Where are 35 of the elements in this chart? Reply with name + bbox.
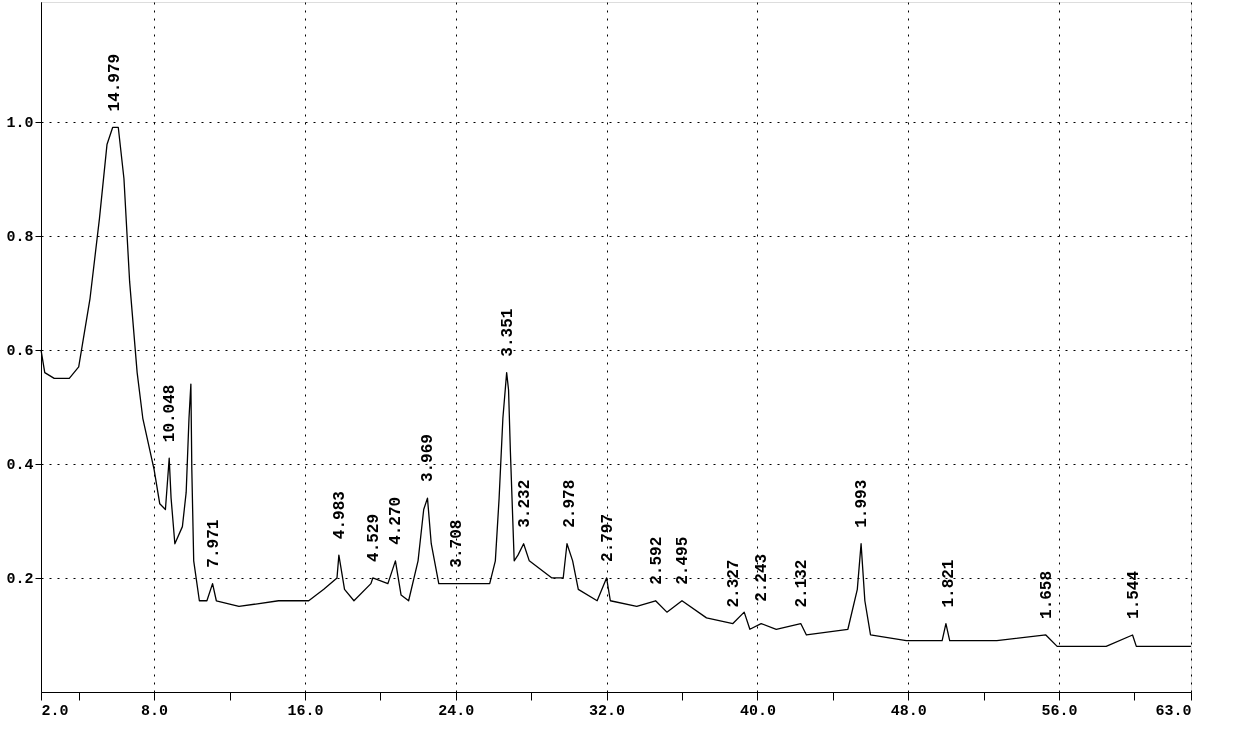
annotation: 7.971: [204, 519, 223, 568]
annotation: 10.048: [161, 384, 180, 443]
annotation: 4.983: [330, 491, 349, 540]
y-tick-label: 1.0: [6, 115, 34, 133]
annotation: 2.978: [560, 479, 579, 528]
annotation: 1.993: [853, 479, 872, 528]
annotation: 3.351: [498, 308, 517, 357]
annotation: 2.243: [753, 553, 772, 602]
annotation: 4.529: [364, 513, 383, 562]
x-tick-label: 32.0: [589, 702, 626, 720]
annotation: 1.658: [1037, 570, 1056, 619]
x-tick-label: 48.0: [890, 702, 927, 720]
annotation: 2.327: [724, 559, 743, 608]
annotation: 2.132: [792, 559, 811, 608]
annotation: 3.708: [447, 519, 466, 568]
y-tick-label: 0.2: [6, 571, 34, 589]
y-tick-label: 0.6: [6, 343, 34, 361]
x-tick-label: 40.0: [739, 702, 776, 720]
annotation: 3.969: [419, 434, 438, 483]
annotation: 2.797: [598, 513, 617, 562]
x-tick-label: 8.0: [141, 702, 169, 720]
annotation: 14.979: [105, 53, 124, 112]
x-tick-label: 24.0: [438, 702, 475, 720]
annotation: 1.821: [939, 559, 958, 608]
y-tick-label: 0.4: [6, 457, 34, 475]
annotation: 1.544: [1124, 570, 1143, 619]
x-tick-label: 2.0: [41, 702, 69, 720]
y-tick-label: 0.8: [6, 229, 34, 247]
annotation: 3.232: [515, 479, 534, 528]
x-tick-label: 16.0: [287, 702, 324, 720]
annotation: 2.592: [647, 536, 666, 585]
annotation: 4.270: [387, 496, 406, 545]
x-tick-label: 56.0: [1041, 702, 1078, 720]
x-tick-label: 63.0: [1155, 702, 1192, 720]
annotation: 2.495: [673, 536, 692, 585]
